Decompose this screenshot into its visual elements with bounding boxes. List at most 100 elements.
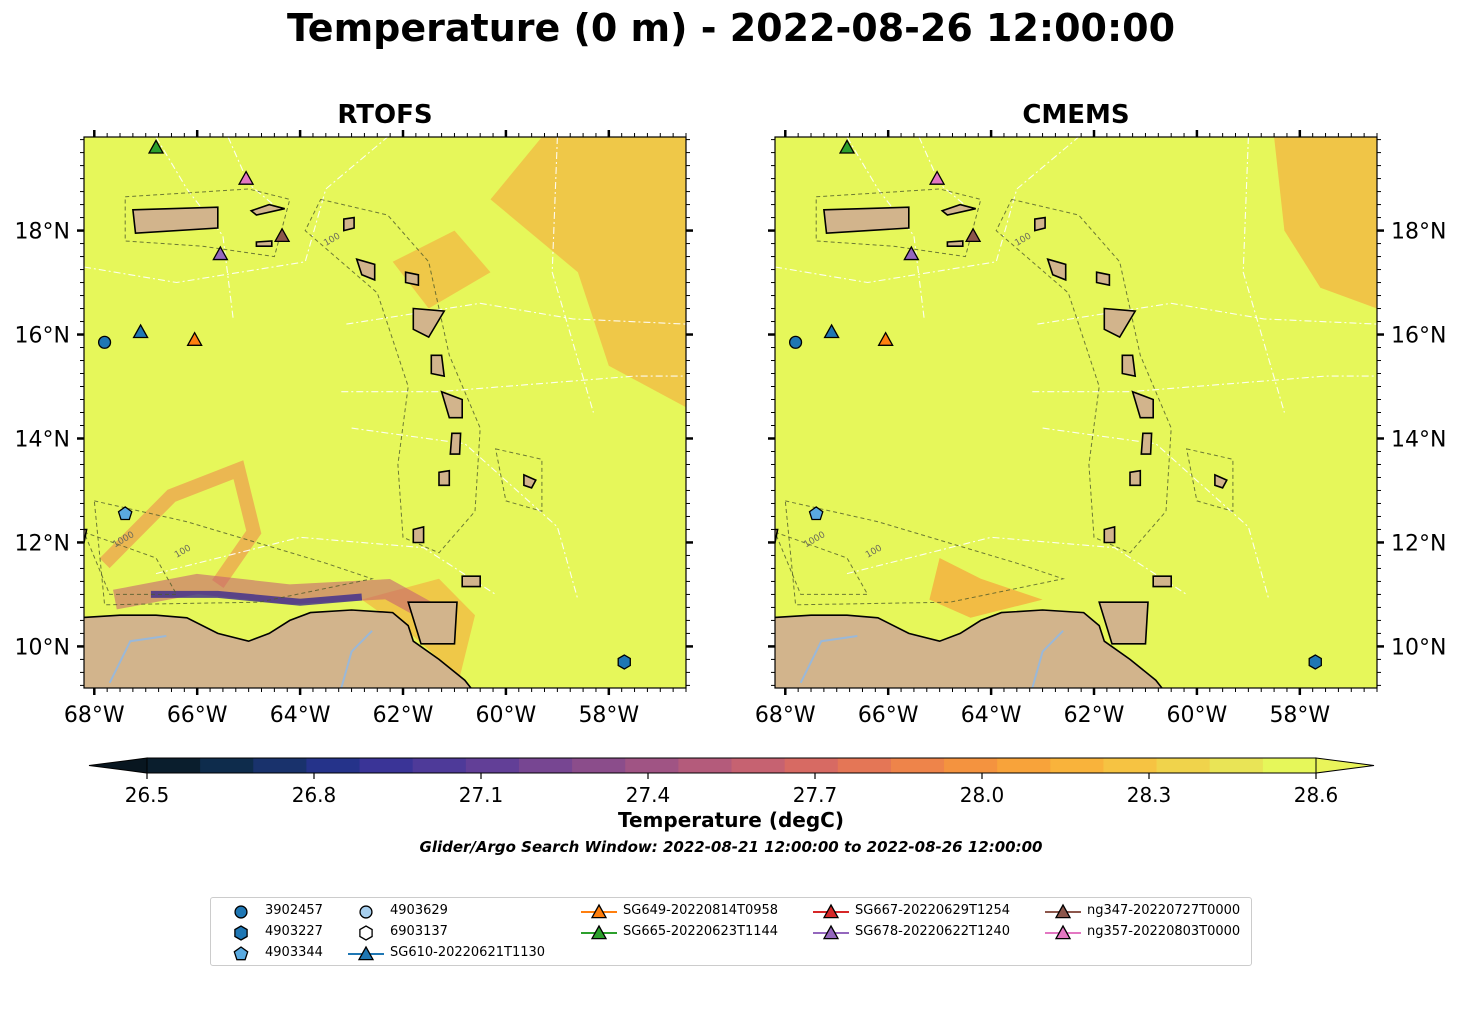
lon-tick-label: 66°W bbox=[167, 703, 228, 728]
legend-marker bbox=[234, 925, 248, 941]
colorbar-tick-label: 26.8 bbox=[292, 783, 337, 807]
lon-tick-label: 58°W bbox=[578, 703, 639, 728]
legend-marker bbox=[359, 905, 373, 919]
legend-marker bbox=[590, 903, 608, 919]
legend-label: 3902457 bbox=[265, 903, 323, 918]
lon-tick-label: 64°W bbox=[961, 703, 1022, 728]
colorbar-swatch bbox=[678, 758, 732, 773]
marker-SG610-20220621T1130 bbox=[132, 323, 149, 339]
marker-3902457 bbox=[97, 335, 112, 349]
panel-title-rtofs: RTOFS bbox=[337, 100, 433, 130]
marker-ng347-20220727T0000 bbox=[964, 227, 982, 243]
legend-marker bbox=[822, 903, 840, 919]
mainland-landmass bbox=[775, 609, 1163, 688]
colorbar-tick-label: 28.0 bbox=[960, 783, 1005, 807]
marker-ng357-20220803T0000 bbox=[237, 170, 255, 185]
lon-tick-label: 60°W bbox=[476, 703, 537, 728]
search-window-note: Glider/Argo Search Window: 2022-08-21 12… bbox=[419, 838, 1043, 856]
marker-SG610-20220621T1130 bbox=[823, 323, 840, 339]
colorbar-swatch bbox=[465, 758, 520, 773]
colorbar-swatch bbox=[944, 758, 998, 773]
colorbar-extend-high bbox=[1315, 757, 1375, 774]
colorbar-tick-label: 28.6 bbox=[1294, 783, 1339, 807]
legend-marker bbox=[1054, 903, 1072, 919]
colorbar-swatch bbox=[890, 758, 945, 773]
legend-marker bbox=[590, 924, 608, 940]
colorbar-swatch bbox=[731, 758, 786, 773]
marker-ng347-20220727T0000 bbox=[273, 227, 291, 243]
colorbar-tick-label: 27.4 bbox=[626, 783, 671, 807]
legend-marker bbox=[1054, 924, 1072, 940]
colorbar-tick-label: 28.3 bbox=[1127, 783, 1172, 807]
lat-tick-label: 10°N bbox=[1391, 635, 1446, 660]
marker-ng357-20220803T0000 bbox=[928, 170, 946, 185]
colorbar-swatch bbox=[306, 758, 361, 773]
colorbar-swatch bbox=[359, 758, 414, 773]
colorbar-swatch bbox=[1209, 758, 1264, 773]
colorbar-tick-label: 26.5 bbox=[125, 783, 170, 807]
legend-label: SG649-20220814T0958 bbox=[623, 903, 779, 918]
lat-tick-label: 16°N bbox=[15, 324, 70, 349]
legend-label: SG610-20220621T1130 bbox=[390, 945, 546, 960]
lat-tick-label: 18°N bbox=[15, 220, 70, 245]
colorbar-swatch bbox=[147, 758, 201, 773]
lat-tick-label: 12°N bbox=[1391, 531, 1446, 556]
legend-marker bbox=[233, 946, 249, 961]
marker-SG649-20220814T0958 bbox=[877, 331, 894, 346]
legend-label: SG678-20220622T1240 bbox=[855, 924, 1011, 939]
lat-tick-label: 14°N bbox=[15, 427, 70, 452]
legend-label: 4903344 bbox=[265, 945, 323, 960]
lon-tick-label: 68°W bbox=[755, 703, 816, 728]
colorbar-swatch bbox=[784, 758, 839, 773]
legend-label: 4903629 bbox=[390, 903, 448, 918]
legend-marker bbox=[822, 924, 840, 940]
marker-SG665-20220623T1144 bbox=[147, 139, 165, 154]
legend: 3902457 4903227 4903344 4903629 6903137 SG610… bbox=[210, 897, 1252, 966]
legend-label: ng347-20220727T0000 bbox=[1087, 903, 1241, 918]
colorbar-swatch bbox=[837, 758, 892, 773]
figure-title: Temperature (0 m) - 2022-08-26 12:00:00 bbox=[286, 6, 1176, 50]
legend-label: SG665-20220623T1144 bbox=[623, 924, 779, 939]
legend-label: SG667-20220629T1254 bbox=[855, 903, 1011, 918]
colorbar-swatch bbox=[253, 758, 307, 773]
lon-tick-label: 64°W bbox=[270, 703, 331, 728]
legend-marker bbox=[234, 905, 248, 919]
colorbar-swatch bbox=[625, 758, 679, 773]
legend-label: 4903227 bbox=[265, 924, 323, 939]
colorbar-swatch bbox=[1156, 758, 1211, 773]
colorbar-swatch bbox=[1103, 758, 1158, 773]
colorbar-swatch bbox=[997, 758, 1051, 773]
marker-SG665-20220623T1144 bbox=[838, 139, 856, 154]
colorbar-swatch bbox=[1262, 758, 1317, 773]
lat-tick-label: 16°N bbox=[1391, 324, 1446, 349]
colorbar-extend-low bbox=[88, 757, 148, 774]
legend-label: 6903137 bbox=[390, 924, 448, 939]
lat-tick-label: 10°N bbox=[15, 635, 70, 660]
colorbar-swatch bbox=[518, 758, 573, 773]
lon-tick-label: 62°W bbox=[1064, 703, 1125, 728]
marker-4903344 bbox=[808, 506, 824, 521]
panel-title-cmems: CMEMS bbox=[1022, 100, 1130, 130]
colorbar-tick-label: 27.1 bbox=[459, 783, 504, 807]
colorbar-swatch bbox=[572, 758, 626, 773]
mainland-landmass bbox=[84, 609, 472, 688]
marker-3902457 bbox=[788, 335, 803, 349]
marker-SG678-20220622T1240 bbox=[903, 245, 920, 261]
lon-tick-label: 66°W bbox=[858, 703, 919, 728]
colorbar: 26.5 26.8 27.1 27.4 27.7 28.0 28.3 28.6 bbox=[88, 757, 1375, 807]
marker-4903227 bbox=[617, 654, 631, 670]
marker-SG678-20220622T1240 bbox=[212, 245, 229, 261]
colorbar-swatch bbox=[1050, 758, 1104, 773]
marker-4903344 bbox=[117, 506, 133, 521]
lat-tick-label: 18°N bbox=[1391, 220, 1446, 245]
colorbar-tick-label: 27.7 bbox=[793, 783, 838, 807]
lon-tick-label: 60°W bbox=[1167, 703, 1228, 728]
marker-SG649-20220814T0958 bbox=[186, 331, 203, 346]
colorbar-swatch bbox=[412, 758, 467, 773]
lon-tick-label: 68°W bbox=[64, 703, 125, 728]
legend-marker bbox=[359, 925, 373, 941]
